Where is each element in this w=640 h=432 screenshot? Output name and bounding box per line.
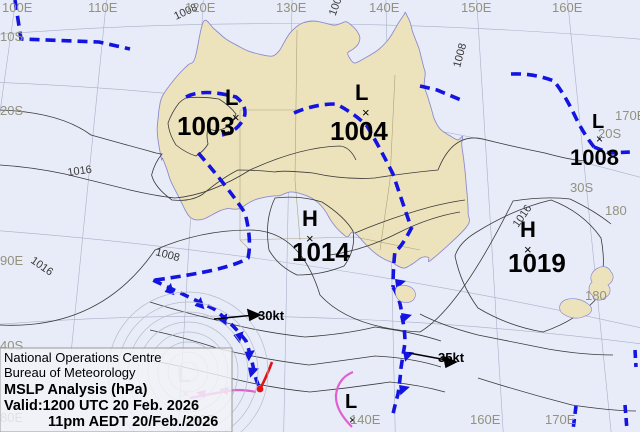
- svg-text:35kt: 35kt: [438, 350, 465, 365]
- svg-text:140E: 140E: [350, 412, 381, 427]
- svg-text:30kt: 30kt: [258, 308, 285, 323]
- svg-text:100E: 100E: [2, 0, 33, 15]
- svg-text:180: 180: [605, 203, 627, 218]
- svg-text:130E: 130E: [276, 0, 307, 15]
- svg-text:National Operations Centre: National Operations Centre: [4, 350, 162, 365]
- svg-text:1014: 1014: [292, 237, 350, 267]
- svg-text:H: H: [302, 206, 318, 231]
- svg-text:170E: 170E: [545, 412, 576, 427]
- svg-text:1003: 1003: [177, 111, 235, 141]
- svg-text:20S: 20S: [598, 126, 621, 141]
- svg-text:MSLP Analysis (hPa): MSLP Analysis (hPa): [4, 382, 148, 398]
- svg-text:160E: 160E: [470, 412, 501, 427]
- svg-text:160E: 160E: [552, 0, 583, 15]
- svg-text:30S: 30S: [570, 180, 593, 195]
- svg-text:150E: 150E: [461, 0, 492, 15]
- svg-text:1004: 1004: [330, 116, 388, 146]
- svg-text:Bureau of Meteorology: Bureau of Meteorology: [4, 365, 136, 380]
- svg-text:Valid:1200 UTC 20 Feb. 2026: Valid:1200 UTC 20 Feb. 2026: [4, 398, 199, 414]
- svg-text:110E: 110E: [88, 0, 118, 15]
- svg-text:120E: 120E: [185, 0, 216, 15]
- svg-text:11pm AEDT 20/Feb./2026: 11pm AEDT 20/Feb./2026: [48, 414, 218, 430]
- svg-text:180: 180: [585, 288, 607, 303]
- svg-text:1008: 1008: [570, 145, 619, 170]
- svg-text:L: L: [225, 85, 238, 110]
- svg-text:10S: 10S: [0, 29, 23, 44]
- svg-text:170E: 170E: [615, 108, 640, 123]
- svg-text:20S: 20S: [0, 103, 23, 118]
- svg-text:140E: 140E: [369, 0, 400, 15]
- svg-text:90E: 90E: [0, 253, 23, 268]
- svg-text:1019: 1019: [508, 248, 566, 278]
- svg-text:L: L: [355, 80, 368, 105]
- svg-text:L: L: [345, 391, 357, 413]
